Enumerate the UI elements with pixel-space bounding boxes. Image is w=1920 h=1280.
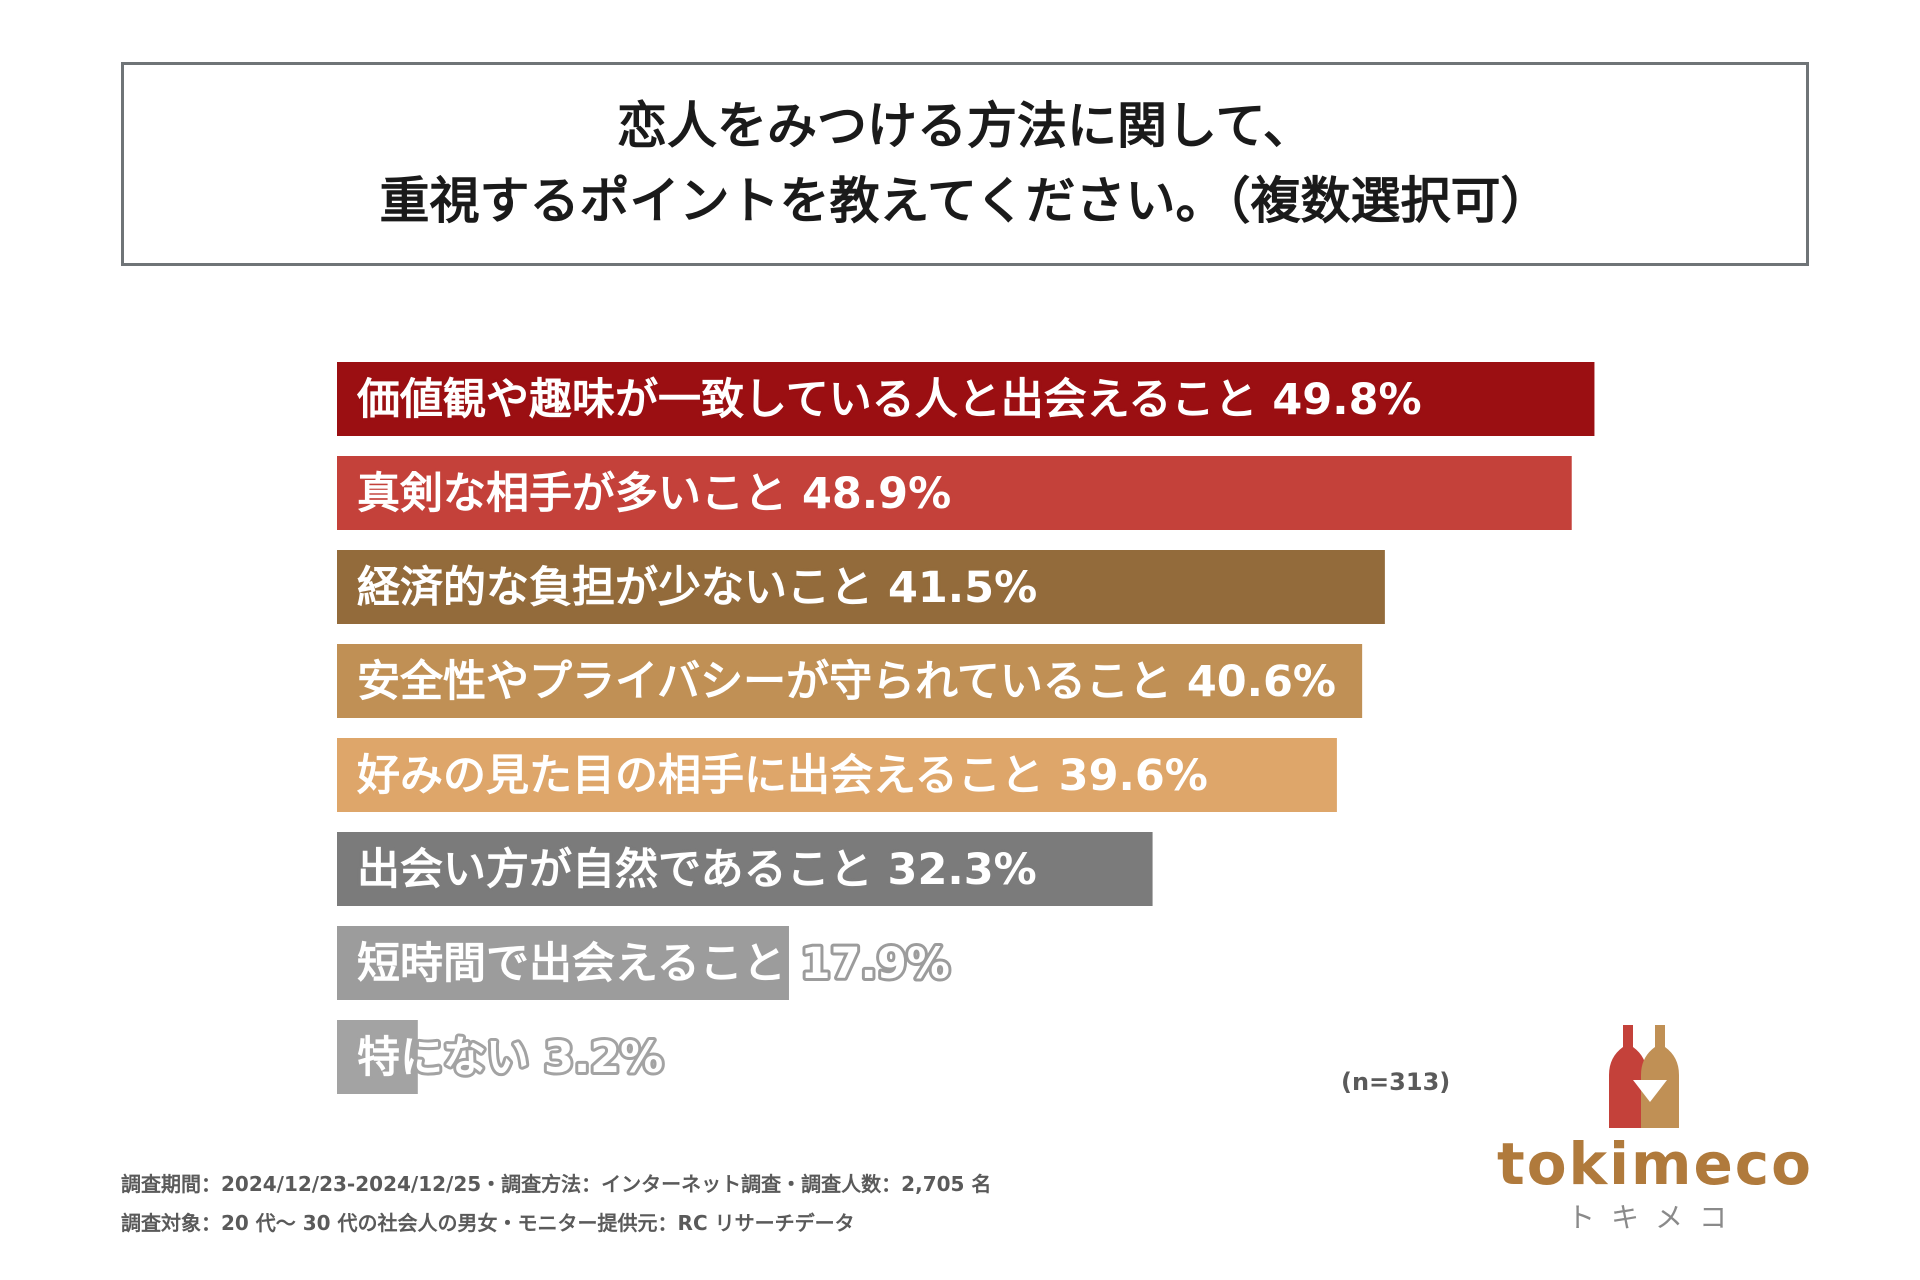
tokimeco-logo: tokimeco トキメコ <box>1490 1020 1820 1234</box>
bar-label-8: 特にない 3.2% <box>357 1033 663 1083</box>
title-line-1: 恋人をみつける方法に関して、 <box>617 97 1313 155</box>
bar-label-1: 価値観や趣味が一致している人と出会えること 49.8% <box>356 375 1422 425</box>
bar-5 <box>337 738 1337 812</box>
bar-8 <box>337 1020 418 1094</box>
logo-text: tokimeco <box>1496 1130 1814 1198</box>
bar-1 <box>337 362 1595 436</box>
title-box: 恋人をみつける方法に関して、 重視するポイントを教えてください。（複数選択可） <box>121 62 1809 266</box>
bar-label-3: 経済的な負担が少ないこと 41.5% <box>357 563 1037 613</box>
title-line-2: 重視するポイントを教えてください。（複数選択可） <box>379 172 1551 230</box>
bar-label-2: 真剣な相手が多いこと 48.9% <box>357 469 951 519</box>
bar-6 <box>337 832 1153 906</box>
bar-label-6: 出会い方が自然であること 32.3% <box>357 845 1037 895</box>
bar-3 <box>337 550 1385 624</box>
bar-4 <box>337 644 1363 718</box>
footer-survey-info: 調査期間：2024/12/23-2024/12/25・調査方法：インターネット調… <box>121 1172 992 1196</box>
wine-bottles-icon <box>1609 1025 1679 1128</box>
footer-survey-target: 調査対象：20 代～ 30 代の社会人の男女・モニター提供元：RC リサーチデー… <box>121 1211 855 1235</box>
bar-2 <box>337 456 1572 530</box>
bar-label-4: 安全性やプライバシーが守られていること 40.6% <box>357 657 1336 707</box>
logo-subtext: トキメコ <box>1566 1201 1743 1234</box>
bar-label-5: 好みの見た目の相手に出会えること 39.6% <box>356 751 1208 801</box>
bar-label-7: 短時間で出会えること 17.9% <box>357 939 950 989</box>
bar-7 <box>337 926 789 1000</box>
sample-size-label: (n=313) <box>1341 1068 1451 1096</box>
